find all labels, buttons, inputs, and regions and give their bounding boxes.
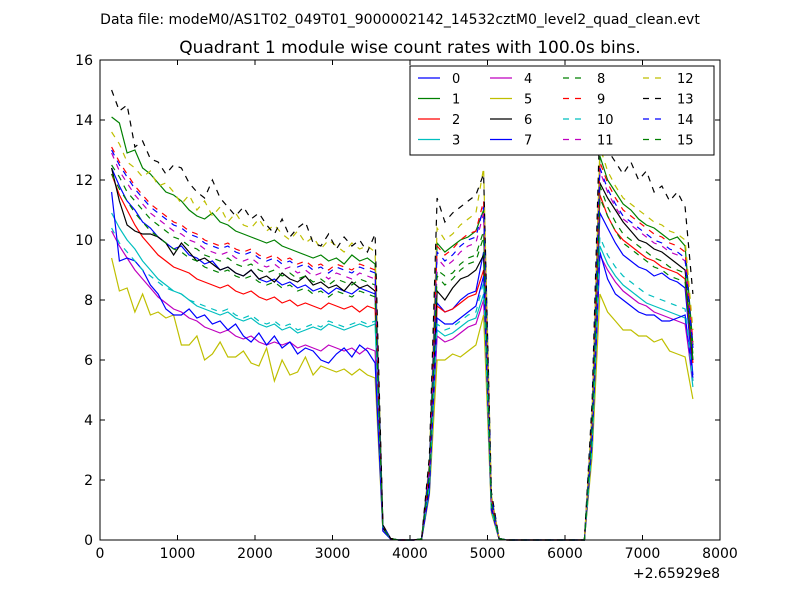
y-tick-label: 8 <box>84 293 93 309</box>
legend-label-2: 2 <box>452 113 460 128</box>
series-line-3 <box>111 212 694 541</box>
y-tick-label: 2 <box>84 473 93 489</box>
series-line-8 <box>111 164 694 541</box>
legend-label-15: 15 <box>677 134 694 149</box>
series-line-5 <box>111 257 694 541</box>
plot-area: 0 1000 2000 3000 4000 5000 6000 7000 80000246810… <box>75 53 738 582</box>
series-line-0 <box>111 167 694 541</box>
legend-label-7: 7 <box>524 134 532 149</box>
figure-suptitle: Data file: modeM0/AS1T02_049T01_90000021… <box>100 12 700 28</box>
chart-title: Quadrant 1 module wise count rates with … <box>179 38 640 58</box>
x-tick-label: 6000 <box>547 546 583 562</box>
x-tick-label: 7000 <box>625 546 661 562</box>
x-offset-label: +2.65929e8 <box>633 566 720 582</box>
series-line-2 <box>111 173 694 541</box>
legend-label-13: 13 <box>677 93 694 108</box>
x-tick-label: 3000 <box>315 546 351 562</box>
legend-label-11: 11 <box>597 134 614 149</box>
legend-label-4: 4 <box>524 72 532 87</box>
series-line-7 <box>111 191 694 541</box>
y-tick-label: 16 <box>75 53 93 69</box>
series-line-10 <box>111 227 694 541</box>
y-tick-label: 14 <box>75 113 93 129</box>
legend-label-1: 1 <box>452 93 460 108</box>
legend-label-5: 5 <box>524 93 532 108</box>
legend-label-14: 14 <box>677 113 694 128</box>
series-line-15 <box>111 173 694 541</box>
y-tick-label: 4 <box>84 413 93 429</box>
x-tick-label: 1000 <box>160 546 196 562</box>
y-tick-label: 0 <box>84 533 93 549</box>
legend-label-0: 0 <box>452 72 460 87</box>
x-tick-label: 8000 <box>702 546 738 562</box>
legend-label-9: 9 <box>597 93 605 108</box>
x-tick-label: 4000 <box>392 546 428 562</box>
axis-ticks: 0 1000 2000 3000 4000 5000 6000 7000 80000246810… <box>75 53 738 562</box>
y-tick-label: 6 <box>84 353 93 369</box>
y-tick-label: 10 <box>75 233 93 249</box>
series-line-13 <box>111 89 694 541</box>
legend-label-6: 6 <box>524 113 532 128</box>
x-tick-label: 0 <box>96 546 105 562</box>
y-tick-label: 12 <box>75 173 93 189</box>
legend-label-12: 12 <box>677 72 694 87</box>
legend-label-8: 8 <box>597 72 605 87</box>
series-line-4 <box>111 230 694 541</box>
x-tick-label: 2000 <box>237 546 273 562</box>
series-layer <box>111 89 694 541</box>
legend-label-10: 10 <box>597 113 614 128</box>
legend-frame <box>409 65 715 156</box>
series-line-1 <box>111 116 694 541</box>
x-tick-label: 5000 <box>470 546 506 562</box>
legend-label-3: 3 <box>452 134 460 149</box>
